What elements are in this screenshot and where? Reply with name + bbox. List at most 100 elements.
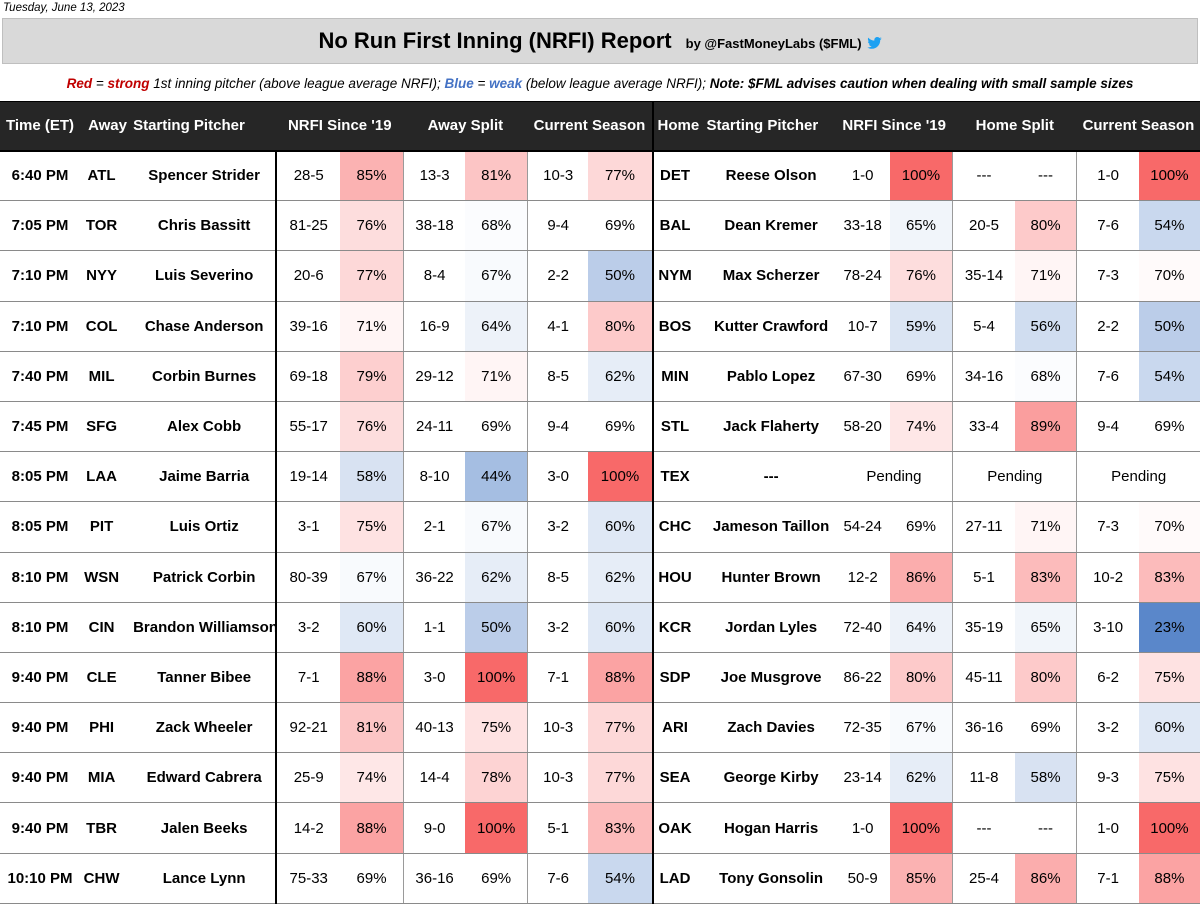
game-time: 7:10 PM — [0, 250, 81, 302]
home-team: SDP — [651, 652, 703, 704]
away-pitcher: Lance Lynn — [129, 853, 278, 904]
away-split-record: 14-4 — [402, 752, 466, 804]
away-split-pct: 69% — [465, 401, 528, 453]
away-nrfi-pct: 74% — [340, 752, 404, 804]
away-season-record: 3-0 — [526, 451, 589, 503]
table-row: 6:40 PM ATL Spencer Strider 28-5 85% 13-3 81% 1… — [0, 150, 1200, 202]
away-split-pct: 100% — [465, 652, 528, 704]
home-nrfi-pct: 76% — [889, 250, 953, 302]
away-nrfi-pct: 77% — [340, 250, 404, 302]
home-nrfi-record: 58-20 — [835, 401, 890, 453]
home-split-record: 20-5 — [952, 200, 1015, 252]
away-nrfi-record: 69-18 — [276, 351, 341, 402]
header-row: Time (ET) Away Starting Pitcher NRFI Sin… — [0, 101, 1200, 152]
home-split-record: 25-4 — [952, 853, 1015, 904]
nrfi-table: Time (ET) Away Starting Pitcher NRFI Sin… — [0, 101, 1200, 904]
home-season-pct: 54% — [1138, 200, 1200, 252]
home-season-record: 7-3 — [1076, 501, 1139, 553]
table-row: 7:05 PM TOR Chris Bassitt 81-25 76% 38-18 68% 9… — [0, 200, 1200, 252]
game-time: 6:40 PM — [0, 150, 81, 202]
legend-red-desc: 1st inning pitcher (above league average… — [149, 76, 445, 91]
home-season-record: 2-2 — [1076, 301, 1139, 352]
table-row: 7:10 PM COL Chase Anderson 39-16 71% 16-9 64% 4… — [0, 301, 1200, 352]
header-time: Time (ET) — [0, 101, 81, 152]
home-nrfi-record: 72-35 — [835, 702, 890, 754]
home-split-record: 35-19 — [952, 602, 1015, 653]
away-split-pct: 64% — [465, 301, 528, 352]
table-row: 10:10 PM CHW Lance Lynn 75-33 69% 36-16 69% 7-6… — [0, 853, 1200, 904]
away-season-record: 3-2 — [526, 602, 589, 653]
home-season-pct: 83% — [1138, 552, 1200, 603]
home-season-pct: 100% — [1138, 150, 1200, 202]
away-season-pct: 77% — [588, 752, 653, 804]
header-away-season: Current Season — [527, 101, 653, 152]
home-nrfi-record: 10-7 — [835, 301, 890, 352]
away-pitcher: Patrick Corbin — [129, 552, 278, 603]
home-season-record: 7-3 — [1076, 250, 1139, 302]
home-nrfi-record: 1-0 — [835, 802, 890, 854]
away-nrfi-record: 14-2 — [276, 802, 341, 854]
header-home-pitcher: Starting Pitcher — [702, 101, 836, 152]
home-split-record: 27-11 — [952, 501, 1015, 553]
home-nrfi-record: 72-40 — [835, 602, 890, 653]
header-away: Away — [80, 101, 130, 152]
away-nrfi-record: 92-21 — [276, 702, 341, 754]
away-nrfi-pct: 88% — [340, 652, 404, 704]
away-split-record: 9-0 — [402, 802, 466, 854]
home-season-record: 6-2 — [1076, 652, 1139, 704]
home-split-record: 5-1 — [952, 552, 1015, 603]
byline: by @FastMoneyLabs ($FML) — [686, 36, 882, 51]
away-team: ATL — [80, 150, 130, 202]
game-time: 9:40 PM — [0, 752, 81, 804]
home-nrfi-pct: 69% — [889, 501, 953, 553]
table-row: 9:40 PM TBR Jalen Beeks 14-2 88% 9-0 100% 5-1 83… — [0, 802, 1200, 854]
away-split-record: 16-9 — [402, 301, 466, 352]
legend-strong: strong — [107, 76, 150, 91]
game-time: 8:10 PM — [0, 552, 81, 603]
away-team: TBR — [80, 802, 130, 854]
away-team: TOR — [80, 200, 130, 252]
home-season-pct: 75% — [1138, 752, 1200, 804]
away-nrfi-pct: 76% — [340, 401, 404, 453]
byline-text: by @FastMoneyLabs ($FML) — [685, 35, 862, 51]
table-row: 8:10 PM CIN Brandon Williamson 3-2 60% 1-1 50%… — [0, 602, 1200, 653]
away-nrfi-pct: 88% — [340, 802, 404, 854]
away-split-record: 24-11 — [402, 401, 466, 453]
away-season-pct: 100% — [588, 451, 653, 503]
home-pitcher: Hunter Brown — [702, 552, 836, 603]
away-season-record: 5-1 — [526, 802, 589, 854]
home-nrfi-pct: 80% — [889, 652, 953, 704]
game-time: 8:10 PM — [0, 602, 81, 653]
header-away-pitcher: Starting Pitcher — [129, 101, 277, 152]
away-nrfi-record: 81-25 — [276, 200, 341, 252]
report-title: No Run First Inning (NRFI) Report — [318, 28, 672, 53]
home-pitcher: Zach Davies — [702, 702, 836, 754]
away-nrfi-record: 3-1 — [276, 501, 341, 553]
away-split-pct: 78% — [465, 752, 528, 804]
away-season-pct: 77% — [588, 150, 653, 202]
away-pitcher: Jaime Barria — [129, 451, 278, 503]
away-season-record: 7-6 — [526, 853, 589, 904]
home-nrfi-pct: 65% — [889, 200, 953, 252]
away-season-record: 9-4 — [526, 200, 589, 252]
table-row: 9:40 PM CLE Tanner Bibee 7-1 88% 3-0 100% 7-1 88… — [0, 652, 1200, 704]
away-split-pct: 67% — [465, 250, 528, 302]
title-bar: No Run First Inning (NRFI) Report by @Fa… — [2, 18, 1198, 64]
away-pitcher: Luis Severino — [129, 250, 278, 302]
away-season-pct: 62% — [588, 552, 653, 603]
away-nrfi-record: 3-2 — [276, 602, 341, 653]
home-split-record: 36-16 — [952, 702, 1015, 754]
home-split-pct: 69% — [1014, 702, 1077, 754]
home-split-record: 5-4 — [952, 301, 1015, 352]
home-pitcher: George Kirby — [702, 752, 836, 804]
away-season-pct: 69% — [588, 401, 653, 453]
home-split-pct: 71% — [1014, 250, 1077, 302]
away-team: CIN — [80, 602, 130, 653]
game-time: 9:40 PM — [0, 802, 81, 854]
away-split-pct: 62% — [465, 552, 528, 603]
away-nrfi-pct: 75% — [340, 501, 404, 553]
home-nrfi-pct: 85% — [889, 853, 953, 904]
home-nrfi-record: 86-22 — [835, 652, 890, 704]
home-team: SEA — [651, 752, 703, 804]
away-split-record: 8-10 — [402, 451, 466, 503]
